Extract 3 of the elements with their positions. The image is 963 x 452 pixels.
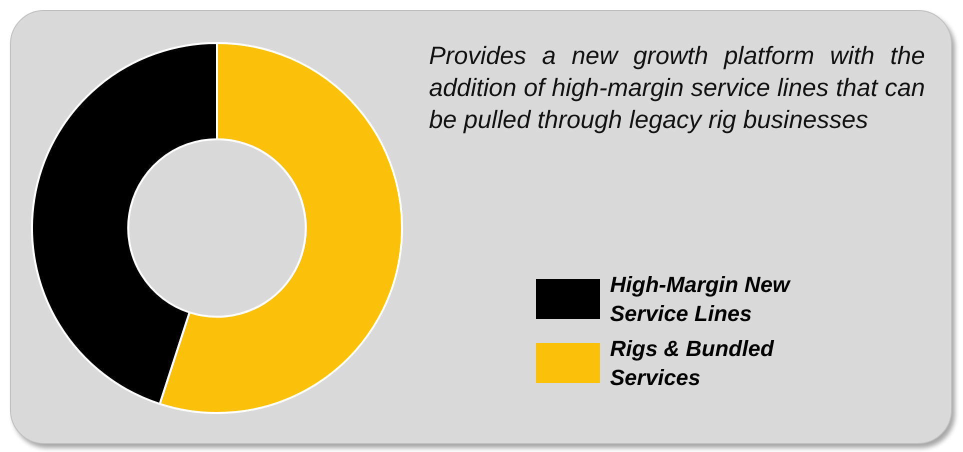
text: Provides a new growth platform with the addition of high-margin service lines that can be pulled through legacy rig businesses: [429, 41, 925, 136]
legend-label: Rigs & Bundled Services: [610, 335, 776, 392]
legend-label: High-Margin New Service Lines: [610, 271, 792, 328]
